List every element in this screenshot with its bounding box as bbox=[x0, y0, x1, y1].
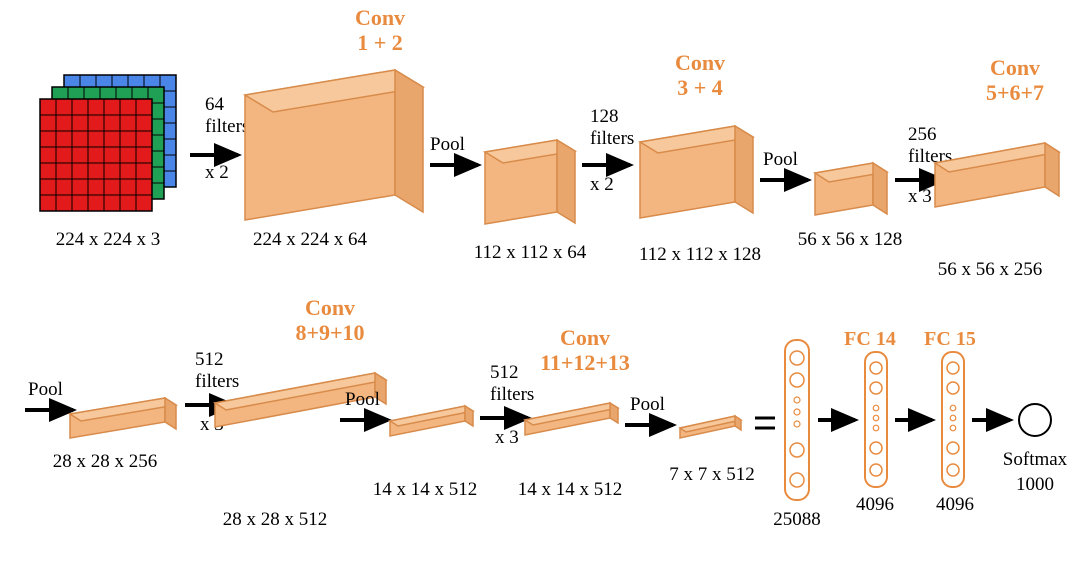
svg-text:filters: filters bbox=[490, 384, 534, 405]
svg-text:filters: filters bbox=[195, 371, 239, 392]
out-label: Softmax bbox=[1003, 449, 1068, 470]
title2-conv111213: 11+12+13 bbox=[540, 350, 630, 375]
svg-text:x 3: x 3 bbox=[908, 186, 932, 207]
title2-conv12: 1 + 2 bbox=[357, 30, 403, 55]
title-conv567: Conv bbox=[990, 55, 1040, 80]
svg-text:x 2: x 2 bbox=[590, 174, 614, 195]
svg-text:512: 512 bbox=[490, 362, 519, 383]
title-conv111213: Conv bbox=[560, 325, 610, 350]
op-pool3: Pool bbox=[25, 379, 73, 410]
title-conv12: Conv bbox=[355, 5, 405, 30]
svg-text:Pool: Pool bbox=[763, 149, 798, 170]
op-conv34: 128 filters x 2 bbox=[582, 106, 634, 195]
svg-text:x 2: x 2 bbox=[205, 162, 229, 183]
dim-b1: 224 x 224 x 64 bbox=[253, 229, 368, 250]
vgg-diagram: 224 x 224 x 3 64 filters x 2 Conv 1 + 2 … bbox=[0, 0, 1075, 565]
block-pool4 bbox=[390, 406, 473, 436]
dim-b5: 56 x 56 x 256 bbox=[938, 259, 1043, 280]
title2-conv8910: 8+9+10 bbox=[295, 320, 364, 345]
svg-text:Pool: Pool bbox=[345, 389, 380, 410]
dim-fc2: 4096 bbox=[936, 494, 974, 515]
fc-15 bbox=[942, 352, 964, 487]
op-pool1: Pool bbox=[430, 134, 478, 165]
input-channels bbox=[40, 75, 176, 211]
title2-conv567: 5+6+7 bbox=[986, 80, 1044, 105]
out-dim: 1000 bbox=[1016, 474, 1054, 495]
block-pool1 bbox=[485, 140, 575, 224]
equals-icon bbox=[755, 418, 775, 428]
dim-fc1: 4096 bbox=[856, 494, 894, 515]
dim-b7: 28 x 28 x 512 bbox=[223, 509, 328, 530]
title2-conv34: 3 + 4 bbox=[677, 75, 723, 100]
block-conv567 bbox=[935, 143, 1059, 207]
block-conv111213 bbox=[525, 403, 618, 435]
dim-fc0: 25088 bbox=[773, 509, 821, 530]
fc-25088 bbox=[785, 340, 809, 500]
op-conv12: 64 filters x 2 bbox=[190, 94, 249, 183]
block-pool2 bbox=[815, 163, 887, 215]
title-conv8910: Conv bbox=[305, 295, 355, 320]
svg-text:256: 256 bbox=[908, 124, 937, 145]
dim-b3: 112 x 112 x 128 bbox=[639, 244, 761, 265]
dim-b6: 28 x 28 x 256 bbox=[53, 451, 158, 472]
svg-text:64: 64 bbox=[205, 94, 225, 115]
fc-14 bbox=[865, 352, 887, 487]
dim-b9: 14 x 14 x 512 bbox=[518, 479, 623, 500]
svg-text:Pool: Pool bbox=[430, 134, 465, 155]
block-pool3 bbox=[70, 398, 176, 438]
dim-b2: 112 x 112 x 64 bbox=[474, 242, 587, 263]
svg-text:Pool: Pool bbox=[630, 394, 665, 415]
op-pool2: Pool bbox=[760, 149, 808, 180]
block-pool5 bbox=[680, 416, 741, 438]
op-pool5: Pool bbox=[625, 394, 673, 425]
title-fc14: FC 14 bbox=[844, 328, 896, 350]
svg-text:filters: filters bbox=[590, 128, 634, 149]
input-dim: 224 x 224 x 3 bbox=[56, 229, 161, 250]
title-conv34: Conv bbox=[675, 50, 725, 75]
dim-b8: 14 x 14 x 512 bbox=[373, 479, 478, 500]
svg-text:x 3: x 3 bbox=[495, 427, 519, 448]
svg-text:Pool: Pool bbox=[28, 379, 63, 400]
block-conv34 bbox=[640, 126, 753, 218]
svg-text:512: 512 bbox=[195, 349, 224, 370]
svg-text:128: 128 bbox=[590, 106, 619, 127]
dim-b10: 7 x 7 x 512 bbox=[669, 464, 755, 485]
dim-b4: 56 x 56 x 128 bbox=[798, 229, 903, 250]
block-conv12 bbox=[245, 70, 423, 220]
softmax-node bbox=[1019, 404, 1051, 436]
title-fc15: FC 15 bbox=[924, 328, 976, 350]
svg-text:filters: filters bbox=[205, 116, 249, 137]
